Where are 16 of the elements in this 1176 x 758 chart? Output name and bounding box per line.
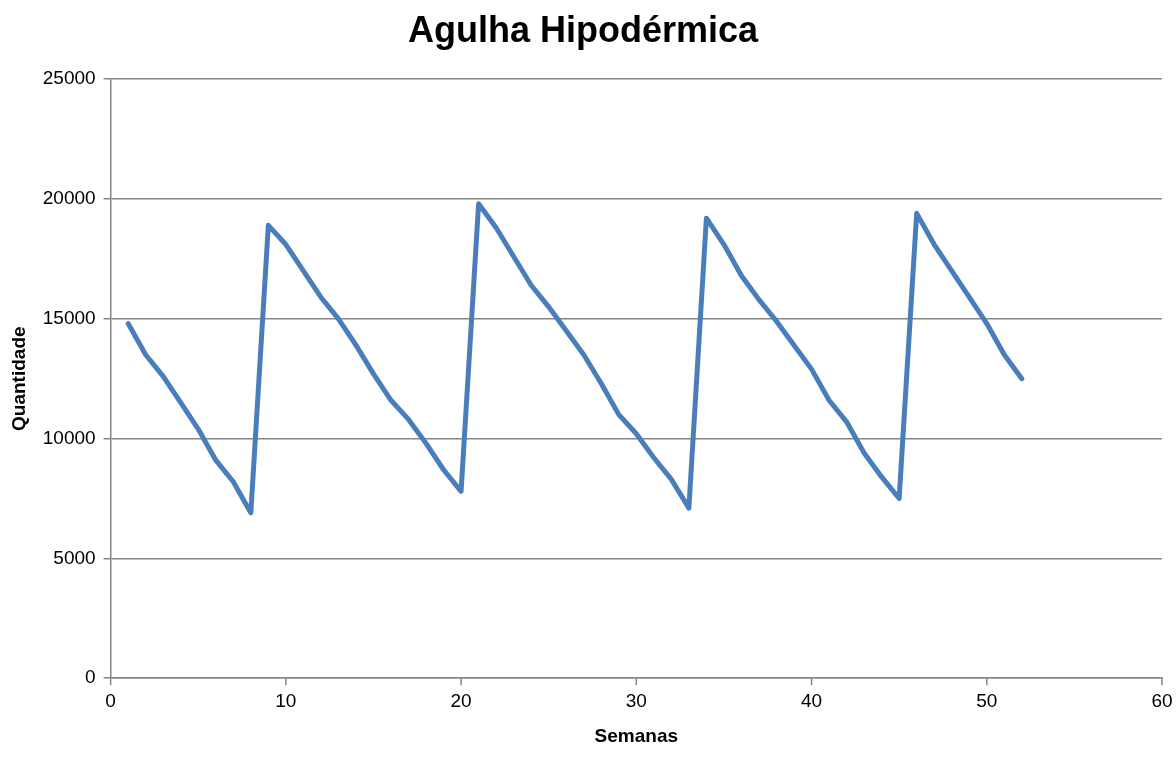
x-tick-label: 10 bbox=[275, 689, 297, 711]
x-tick-label: 60 bbox=[1151, 689, 1173, 711]
y-tick-label: 25000 bbox=[42, 67, 96, 89]
x-axis-title: Semanas bbox=[594, 724, 679, 746]
x-tick-label: 50 bbox=[976, 689, 998, 711]
y-tick-label: 15000 bbox=[42, 307, 96, 329]
y-tick-label: 5000 bbox=[53, 546, 96, 568]
x-tick-label: 30 bbox=[625, 689, 647, 711]
x-tick-label: 0 bbox=[105, 689, 116, 711]
y-tick-label: 0 bbox=[85, 666, 96, 688]
chart-title: Agulha Hipodérmica bbox=[407, 8, 759, 50]
x-tick-label: 40 bbox=[800, 689, 823, 711]
y-tick-label: 20000 bbox=[42, 187, 96, 209]
y-tick-label: 10000 bbox=[42, 426, 96, 448]
y-axis-title: Quantidade bbox=[7, 326, 29, 431]
x-tick-label: 20 bbox=[450, 689, 472, 711]
